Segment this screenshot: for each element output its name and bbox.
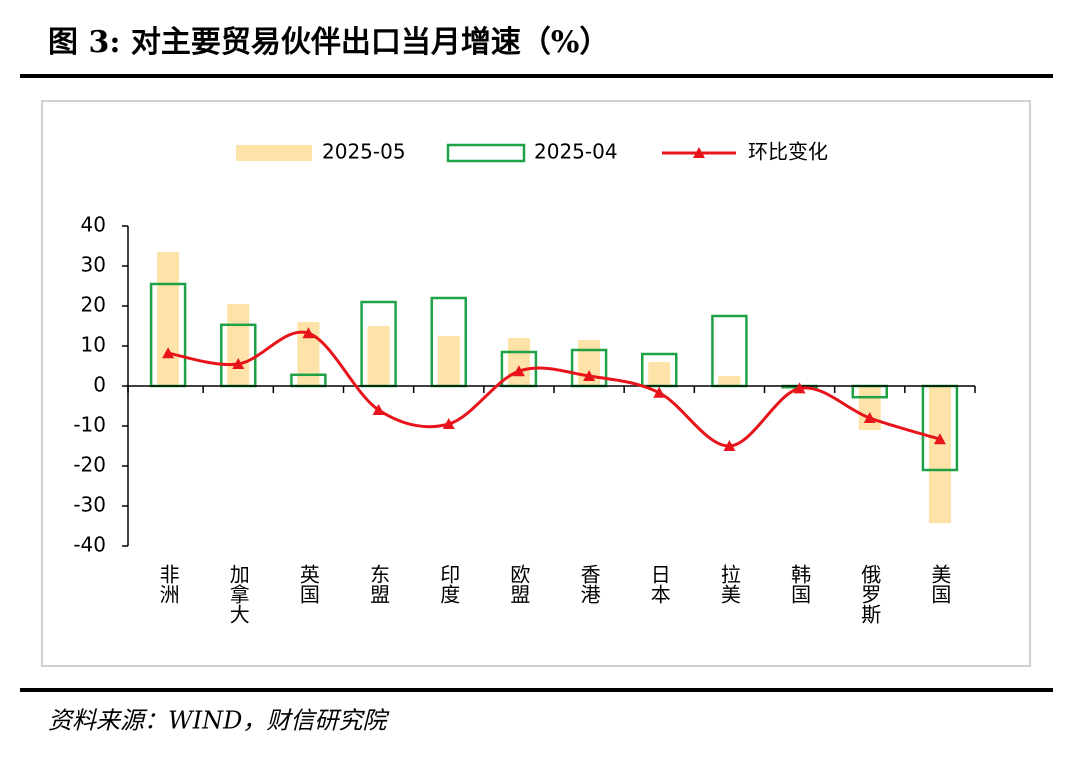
- y-tick-label: -40: [73, 533, 106, 557]
- line: [167, 330, 941, 448]
- line-marker: [442, 418, 455, 429]
- chart-title: 图 3: 对主要贸易伙伴出口当月增速（%）: [48, 25, 609, 60]
- chart-frame: [41, 100, 1031, 667]
- legend-label: 环比变化: [748, 140, 828, 164]
- line-marker: [863, 412, 876, 423]
- x-tick-label: 英国: [296, 564, 320, 604]
- x-tick-label: 美国: [928, 564, 952, 604]
- bar: [157, 252, 180, 386]
- y-tick-label: 10: [81, 333, 106, 357]
- line-marker: [723, 440, 736, 451]
- y-tick-label: -30: [73, 493, 106, 517]
- line-marker: [583, 370, 596, 381]
- legend-swatch: [446, 143, 526, 163]
- bar: [507, 338, 530, 386]
- line-marker: [933, 433, 946, 445]
- legend-marker: [693, 147, 705, 158]
- y-tick-label: 30: [81, 253, 106, 277]
- line-marker: [793, 382, 806, 394]
- bar: [648, 362, 671, 386]
- bar: [718, 376, 741, 386]
- bar: [437, 336, 460, 386]
- y-tick-label: -20: [73, 453, 106, 477]
- line-marker: [512, 365, 525, 377]
- legend-label: 2025-04: [534, 140, 618, 164]
- x-tick-label: 香港: [577, 564, 601, 604]
- x-tick-label: 加拿大: [226, 564, 250, 624]
- line-marker: [232, 358, 245, 369]
- bar: [367, 326, 390, 386]
- x-tick-label: 东盟: [367, 564, 391, 604]
- x-tick-label: 拉美: [717, 564, 741, 604]
- y-tick-label: -10: [73, 413, 106, 437]
- bar: [928, 386, 951, 524]
- x-tick-label: 印度: [437, 564, 461, 604]
- legend-label: 2025-05: [322, 140, 406, 164]
- title-rule: [20, 74, 1053, 78]
- y-tick-label: 40: [81, 213, 106, 237]
- source-rule: [20, 688, 1053, 692]
- y-tick-label: 0: [93, 373, 106, 397]
- line-marker: [302, 327, 315, 339]
- line-marker: [162, 347, 175, 359]
- source: 资料来源：WIND，财信研究院: [48, 707, 390, 735]
- bar-outline: [711, 314, 748, 388]
- x-tick-label: 日本: [647, 564, 671, 604]
- legend-swatch: [236, 145, 312, 161]
- x-tick-label: 非洲: [156, 564, 180, 604]
- y-tick-label: 20: [81, 293, 106, 317]
- x-tick-label: 韩国: [788, 564, 812, 604]
- bar: [858, 386, 881, 430]
- line-marker: [653, 386, 666, 398]
- line-marker: [372, 404, 385, 415]
- x-tick-label: 欧盟: [507, 564, 531, 604]
- bar: [227, 304, 250, 386]
- x-tick-label: 俄罗斯: [858, 564, 882, 624]
